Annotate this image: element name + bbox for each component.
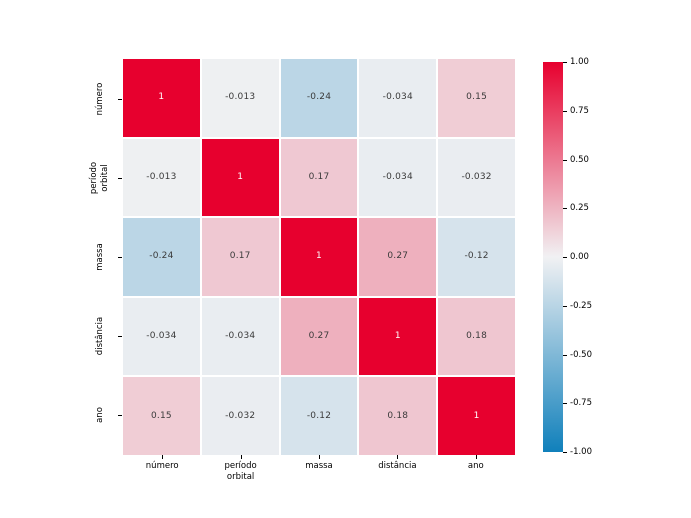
- colorbar-tick-mark: [563, 403, 567, 404]
- heatmap-cell: -0.034: [359, 59, 437, 137]
- y-tick-label-text: massa: [94, 243, 105, 271]
- heatmap-cell: -0.12: [438, 218, 515, 296]
- y-tick-mark: [118, 99, 122, 100]
- y-tick-mark: [118, 178, 122, 179]
- heatmap-cell: -0.24: [123, 218, 200, 296]
- y-tick-label: período orbital: [85, 133, 115, 223]
- x-tick-label: número: [145, 461, 179, 471]
- heatmap-cell: -0.032: [438, 138, 515, 217]
- colorbar-tick-mark: [563, 257, 567, 258]
- heatmap-cell: -0.034: [359, 138, 437, 217]
- colorbar-tick-mark: [563, 62, 567, 63]
- heatmap-grid: 1 -0.013 -0.24 -0.034 0.15 -0.013 1 0.17 -0.034-…: [123, 59, 515, 455]
- heatmap-cell: -0.034: [123, 297, 200, 376]
- x-tick-mark: [241, 455, 242, 459]
- heatmap-cell: 0.27: [359, 218, 437, 296]
- y-tick-label: massa: [85, 212, 115, 302]
- x-tick-mark: [397, 455, 398, 459]
- colorbar-tick-label: -0.25: [570, 301, 592, 311]
- colorbar-tick-mark: [563, 355, 567, 356]
- y-tick-mark: [118, 415, 122, 416]
- heatmap-cell: 0.18: [438, 297, 515, 376]
- colorbar-tick-label: -0.75: [570, 398, 592, 408]
- colorbar-tick-label: -0.50: [570, 350, 592, 360]
- heatmap-cell: -0.013: [201, 59, 279, 137]
- heatmap-cell: -0.24: [280, 59, 358, 137]
- colorbar-tick-label: 1.00: [570, 57, 589, 67]
- x-tick-mark: [476, 455, 477, 459]
- heatmap-cell: 0.15: [123, 377, 200, 455]
- y-tick-label-text: número: [94, 82, 105, 115]
- x-tick-mark: [162, 455, 163, 459]
- y-tick-label-text: período orbital: [89, 161, 110, 194]
- heatmap-cell: 1: [123, 59, 200, 137]
- heatmap-cell: -0.034: [201, 297, 279, 376]
- heatmap-cell: -0.12: [280, 377, 358, 455]
- colorbar-tick-label: 0.75: [570, 106, 589, 116]
- y-tick-label: distância: [85, 291, 115, 381]
- x-tick-label: massa: [305, 461, 333, 471]
- heatmap-cell: 0.17: [280, 138, 358, 217]
- colorbar-tick-mark: [563, 208, 567, 209]
- y-tick-mark: [118, 257, 122, 258]
- heatmap-cell: 1: [201, 138, 279, 217]
- colorbar-tick-mark: [563, 160, 567, 161]
- colorbar-tick-mark: [563, 452, 567, 453]
- heatmap-cell: 1: [280, 218, 358, 296]
- x-tick-label: distância: [378, 461, 417, 471]
- x-tick-label: período orbital: [224, 461, 257, 483]
- colorbar-gradient: [543, 62, 563, 452]
- heatmap-cell: 0.15: [438, 59, 515, 137]
- heatmap-cell: -0.032: [201, 377, 279, 455]
- colorbar-tick-label: 0.00: [570, 252, 589, 262]
- x-tick-label: ano: [467, 461, 484, 471]
- colorbar-tick-label: -1.00: [570, 447, 592, 457]
- heatmap-cell: 1: [438, 377, 515, 455]
- colorbar-tick-mark: [563, 111, 567, 112]
- x-tick-mark: [319, 455, 320, 459]
- heatmap-cell: 0.17: [201, 218, 279, 296]
- heatmap-cell: 0.18: [359, 377, 437, 455]
- y-tick-label: número: [85, 54, 115, 144]
- y-tick-label: ano: [85, 370, 115, 460]
- heatmap-cell: 0.27: [280, 297, 358, 376]
- heatmap-cell: -0.013: [123, 138, 200, 217]
- colorbar-tick-mark: [563, 306, 567, 307]
- y-tick-mark: [118, 336, 122, 337]
- heatmap-cell: 1: [359, 297, 437, 376]
- y-tick-label-text: distância: [94, 317, 105, 356]
- colorbar-tick-label: 0.25: [570, 203, 589, 213]
- y-tick-label-text: ano: [94, 407, 105, 424]
- colorbar-tick-label: 0.50: [570, 155, 589, 165]
